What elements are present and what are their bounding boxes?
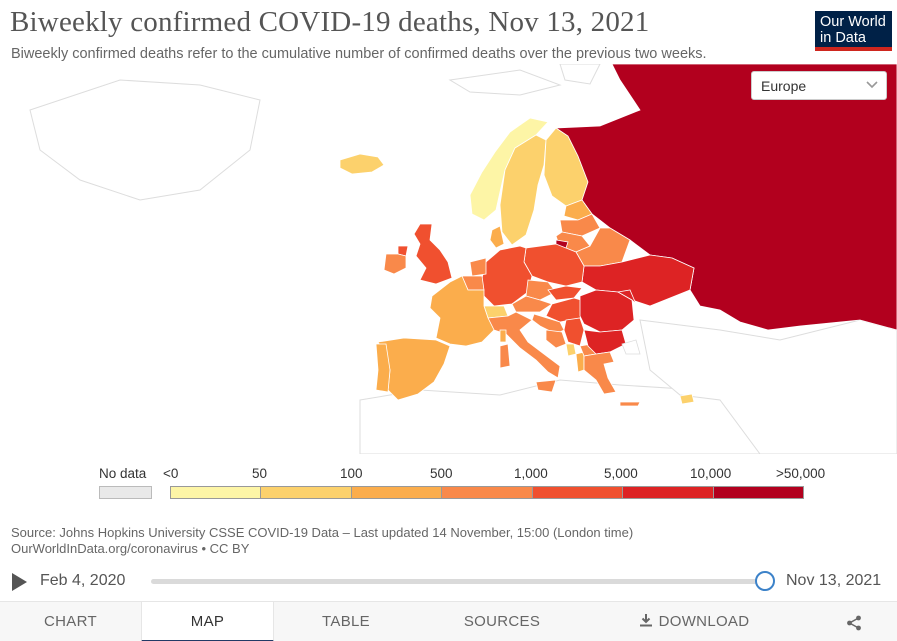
country-romania[interactable] [579,289,635,333]
region-select[interactable]: Europe [751,71,887,100]
country-serbia[interactable] [563,317,585,347]
timeline: Feb 4, 2020 Nov 13, 2021 [0,567,897,597]
share-icon[interactable] [846,615,862,631]
region-select-value: Europe [761,78,807,94]
svalbard-outline [559,64,601,85]
country-albania[interactable] [575,351,585,373]
legend-tick: >50,000 [776,466,826,481]
country-italy[interactable] [487,311,561,379]
logo-line-1: Our World [820,14,886,30]
legend-tick: 100 [340,466,363,481]
legend-bin-7[interactable] [713,487,803,498]
europe-map [29,64,897,454]
background-land [29,64,897,454]
tab-download[interactable]: Download [586,602,802,641]
legend-no-data-swatch [99,486,152,499]
island-corsica[interactable] [499,329,507,343]
island-sicily[interactable] [535,379,557,393]
legend-tick: 50 [252,466,268,481]
source-line[interactable]: Source: Johns Hopkins University CSSE CO… [11,525,634,540]
legend-bin-4[interactable] [442,487,533,498]
middle-east-outline [639,319,897,454]
tab-bar: Chart Map Table Sources Download [0,601,897,641]
chevron-down-icon [866,81,878,89]
chart-subtitle: Biweekly confirmed deaths refer to the c… [11,46,707,62]
timeline-track[interactable] [151,579,763,584]
legend-bin-3[interactable] [351,487,443,498]
country-montenegro[interactable] [565,343,577,357]
logo-line-2: in Data [820,30,866,46]
tab-sources[interactable]: Sources [463,613,541,630]
legend-tick: <0 [163,466,179,481]
country-denmark[interactable] [489,225,505,249]
country-ireland[interactable] [383,253,407,275]
timeline-start-label[interactable]: Feb 4, 2020 [40,572,126,589]
country-united-kingdom[interactable] [413,223,453,285]
island-crete[interactable] [619,401,641,407]
license-line[interactable]: OurWorldInData.org/coronavirus • CC BY [11,541,250,556]
legend-bin-2[interactable] [261,487,352,498]
tab-table[interactable]: Table [322,613,370,630]
country-slovakia[interactable] [547,285,583,301]
legend-bin-5[interactable] [532,487,624,498]
country-iceland[interactable] [339,153,385,175]
legend-tick: 500 [430,466,453,481]
country-portugal[interactable] [375,343,391,393]
legend-bin-1[interactable] [171,487,262,498]
country-sweden[interactable] [499,134,547,246]
country-france[interactable] [429,275,495,347]
download-icon [639,614,652,627]
country-greece[interactable] [583,351,617,395]
source-note: Source: Johns Hopkins University CSSE CO… [11,525,633,557]
tab-chart[interactable]: Chart [44,613,97,630]
tab-download-label: Download [658,613,750,630]
legend-bin-6[interactable] [623,487,714,498]
chart-title: Biweekly confirmed COVID-19 deaths, Nov … [10,6,650,38]
legend-no-data-label: No data [99,466,147,481]
greenland-outline [29,79,261,201]
arctic-islands-outline [448,69,562,96]
island-sardinia[interactable] [499,343,511,369]
tab-map[interactable]: Map [141,602,274,641]
country-turkey-european[interactable] [621,339,641,355]
country-moldova[interactable] [616,289,637,305]
legend-color-scale [170,486,804,499]
country-bosnia[interactable] [545,329,567,349]
owid-logo[interactable]: Our World in Data [815,11,892,51]
country-czechia[interactable] [525,279,557,301]
legend-tick: 5,000 [604,466,638,481]
country-bulgaria[interactable] [583,329,627,355]
legend-tick: 10,000 [690,466,732,481]
country-netherlands[interactable] [469,257,487,277]
legend-tick: 1,000 [514,466,548,481]
timeline-handle[interactable] [755,571,775,591]
country-cyprus[interactable] [679,393,695,405]
timeline-end-label[interactable]: Nov 13, 2021 [786,572,882,589]
play-icon[interactable] [12,573,27,591]
